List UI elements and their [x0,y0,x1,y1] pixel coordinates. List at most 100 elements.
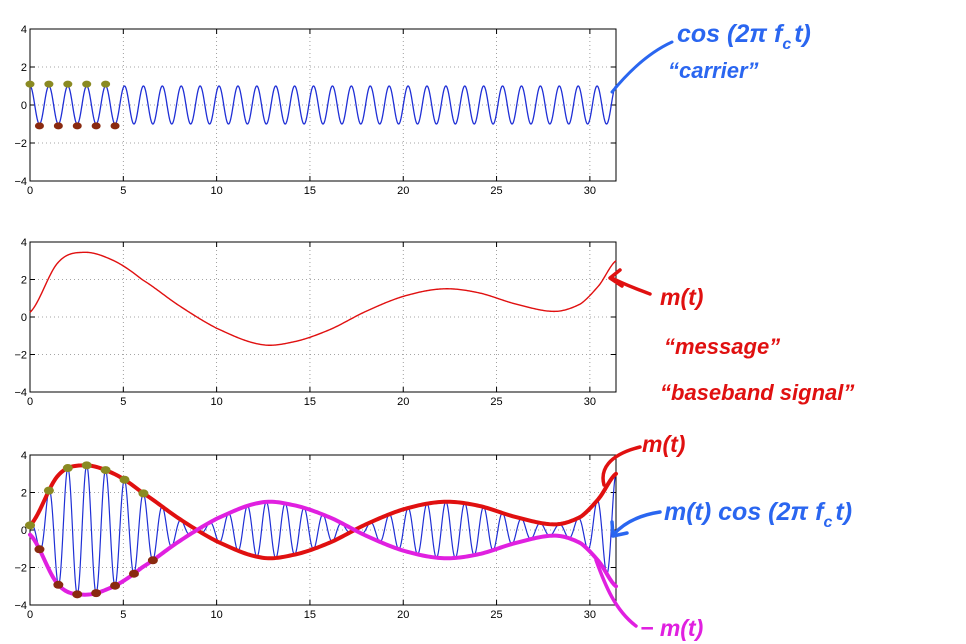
modulated-trough-dot [72,590,83,599]
y-tick-label: 2 [21,62,27,74]
modulated-sample-dots [25,461,158,599]
modulated-trough-dot [147,556,158,565]
message-line [29,251,617,346]
modulated-trough-dot [34,545,45,554]
message-axes-frame [29,241,617,393]
modulated-trough-dot [110,581,121,590]
modulated-peak-dot [81,461,92,470]
modulated-trough-dot [53,580,64,589]
message-symbol-label: m(t) [660,284,703,310]
x-tick-label: 10 [210,396,222,408]
message-plot-area [29,251,617,346]
y-tick-label: −2 [14,138,27,150]
y-tick-label: −4 [14,176,27,188]
annotations: cos (2π fc t) “carrier” m(t) “message” “b… [594,20,854,641]
message-annotation-arrowhead [608,268,624,288]
envelope-symbol-label: m(t) [642,431,685,457]
y-tick-label: −4 [14,387,27,399]
carrier-axes-frame [29,28,617,182]
modulated-peak-dot [62,464,73,473]
carrier-trough-dot [34,122,44,130]
carrier-label: “carrier” [668,58,759,83]
negative-envelope-label: − m(t) [640,615,703,641]
carrier-trough-dot [72,122,82,130]
message-grid [30,242,616,392]
y-tick-label: 4 [21,237,27,249]
carrier-trough-dot [110,122,120,130]
y-tick-label: 4 [21,24,27,36]
carrier-plot-area [25,80,617,130]
x-tick-label: 15 [304,609,316,621]
y-tick-label: −2 [14,563,27,575]
carrier-formula-subscript: c [782,36,791,53]
modulated-formula-subscript: c [823,514,832,531]
x-tick-label: 30 [584,185,596,197]
carrier-line [29,85,617,125]
x-tick-label: 25 [490,396,502,408]
modulated-annotation-arrow [612,510,662,536]
envelope-positive-line [28,463,618,561]
y-tick-label: 0 [21,312,27,324]
x-tick-label: 30 [584,609,596,621]
carrier-peak-dot [101,80,111,88]
x-tick-label: 0 [27,609,33,621]
carrier-peak-dot [82,80,92,88]
modulated-formula-tail: t) [835,498,852,526]
carrier-grid [30,29,616,181]
carrier-sample-dots [25,80,120,130]
y-tick-label: 4 [21,450,27,462]
y-tick-label: 2 [21,488,27,500]
modulated-trough-dot [128,569,139,578]
carrier-formula-tail: t) [794,20,811,48]
y-tick-label: −4 [14,600,27,612]
message-label: “message” [664,334,780,359]
carrier-formula-main: cos (2π f [677,20,785,48]
x-tick-label: 20 [397,185,409,197]
x-tick-label: 0 [27,185,33,197]
modulated-line [29,464,617,596]
modulated-peak-dot [119,475,130,484]
y-tick-label: −2 [14,350,27,362]
carrier-peak-dot [63,80,73,88]
x-tick-label: 10 [210,609,222,621]
modulated-peak-dot [43,486,54,495]
y-tick-label: 2 [21,275,27,287]
x-tick-label: 15 [304,185,316,197]
message-annotation-arrow [610,276,652,296]
x-tick-label: 20 [397,609,409,621]
modulated-peak-dot [100,466,111,475]
baseband-label: “baseband signal” [660,380,854,405]
modulated-peak-dot [25,521,35,530]
carrier-annotation-arrow [610,40,674,94]
x-tick-label: 5 [120,609,126,621]
modulated-formula-label: m(t) cos (2π fc t) [664,498,852,531]
x-tick-label: 15 [304,396,316,408]
modulated-peak-dot [138,489,149,498]
carrier-trough-dot [91,122,101,130]
x-tick-label: 0 [27,396,33,408]
negative-envelope-annotation-arrow [594,558,638,628]
x-tick-label: 25 [490,609,502,621]
modulated-annotation-arrowhead [610,520,629,538]
y-tick-label: 0 [21,100,27,112]
x-tick-label: 20 [397,396,409,408]
carrier-trough-dot [53,122,63,130]
carrier-peak-dot [25,80,35,88]
x-tick-label: 10 [210,185,222,197]
x-tick-label: 5 [120,185,126,197]
envelope-annotation-arrow [601,445,642,487]
modulated-trough-dot [91,589,102,598]
x-tick-label: 30 [584,396,596,408]
modulated-plot-area [25,461,618,599]
modulated-formula-main: m(t) cos (2π f [664,498,826,526]
envelope-negative-line [28,499,618,597]
x-tick-label: 5 [120,396,126,408]
y-tick-label: 0 [21,525,27,537]
